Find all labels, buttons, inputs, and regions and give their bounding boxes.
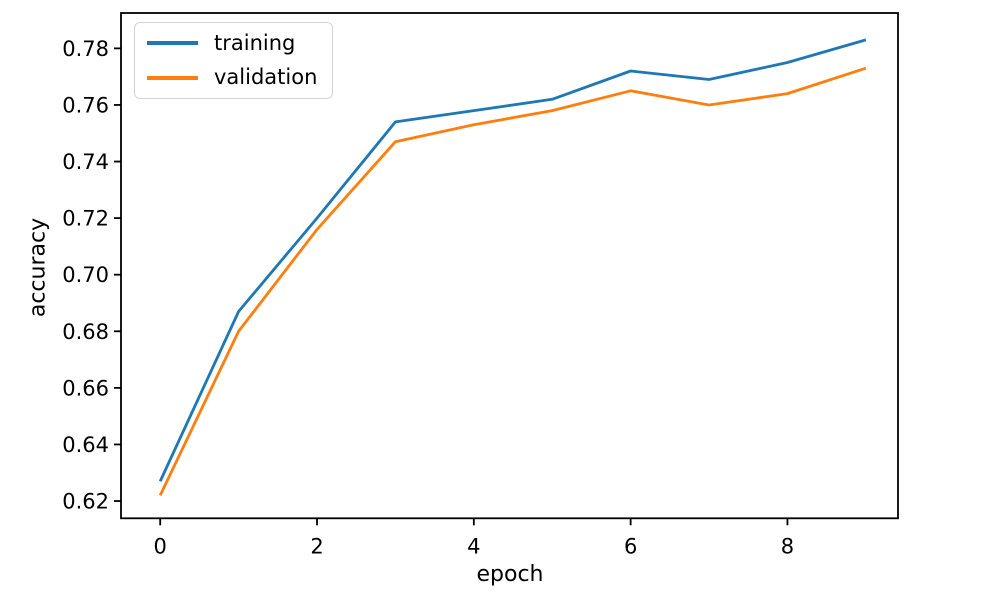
y-tick-label: 0.76 — [62, 93, 109, 117]
x-tick-label: 2 — [310, 534, 323, 558]
training-line-swatch — [147, 41, 198, 46]
x-tick-label: 6 — [624, 534, 637, 558]
validation-line — [158, 66, 867, 496]
x-axis-label: epoch — [476, 562, 544, 587]
y-tick-label: 0.70 — [62, 263, 109, 287]
y-tick-label: 0.68 — [62, 320, 109, 344]
x-tick-label: 4 — [467, 534, 480, 558]
y-tick-label: 0.74 — [62, 150, 109, 174]
training-line — [158, 38, 867, 482]
legend: training validation — [134, 22, 333, 99]
y-axis-label: accuracy — [25, 217, 51, 318]
legend-label-validation: validation — [214, 65, 318, 90]
y-tick-label: 0.78 — [62, 37, 109, 61]
y-tick-label: 0.64 — [62, 433, 109, 457]
plot-border — [120, 12, 899, 520]
x-tick-label: 8 — [781, 534, 794, 558]
validation-line-swatch — [147, 75, 198, 80]
y-tick-label: 0.62 — [62, 490, 109, 514]
legend-entry-validation: validation — [147, 61, 320, 95]
x-tick-label: 0 — [154, 534, 167, 558]
y-tick-label: 0.72 — [62, 207, 109, 231]
legend-label-training: training — [214, 30, 296, 55]
legend-entry-training: training — [147, 26, 320, 60]
y-tick-label: 0.66 — [62, 376, 109, 400]
